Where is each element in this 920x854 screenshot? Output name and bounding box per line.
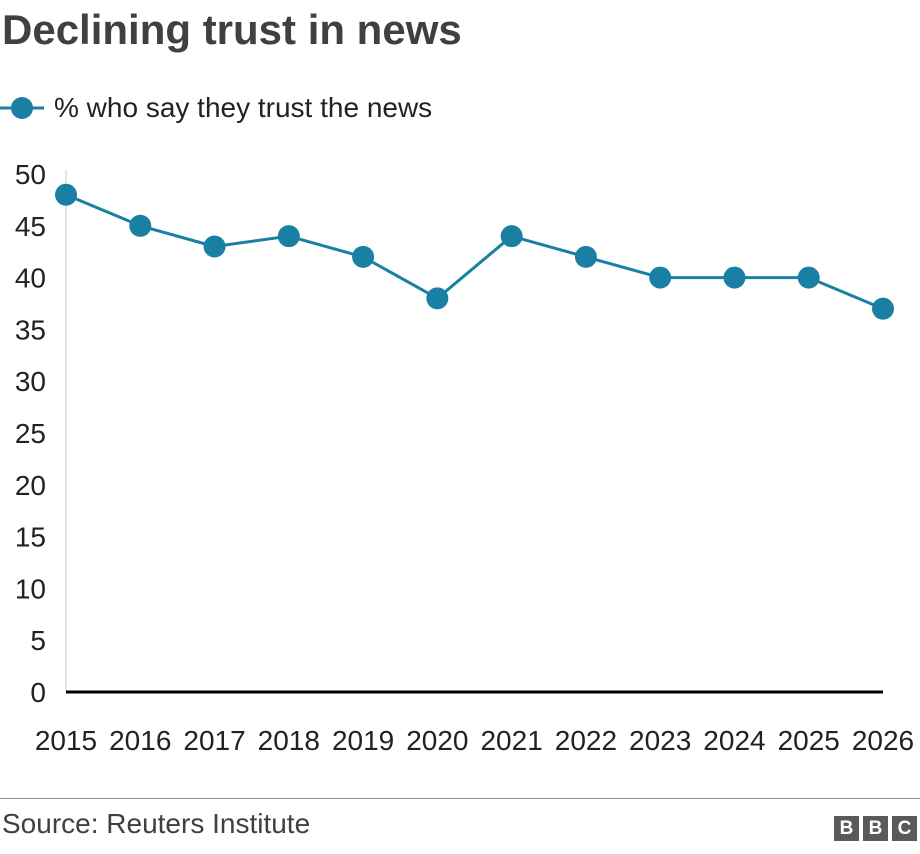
data-point-2015 — [55, 183, 77, 206]
y-tick-label: 20 — [15, 470, 46, 501]
data-point-2025 — [797, 266, 820, 289]
y-tick-label: 10 — [15, 573, 46, 604]
x-tick-label: 2026 — [852, 725, 914, 756]
data-point-2017 — [203, 235, 226, 258]
logo-letter-c: C — [892, 816, 917, 841]
legend-swatch-icon — [0, 97, 44, 119]
footer-divider — [0, 798, 920, 799]
data-point-2021 — [500, 225, 523, 248]
series-line — [65, 193, 884, 311]
y-tick-label: 15 — [15, 522, 46, 553]
y-tick-label: 5 — [30, 625, 46, 656]
data-point-2016 — [129, 214, 152, 237]
logo-letter-b1: B — [834, 816, 859, 841]
data-point-2020 — [426, 287, 449, 310]
y-tick-label: 50 — [15, 159, 46, 190]
x-tick-label: 2018 — [258, 725, 320, 756]
y-tick-label: 0 — [30, 677, 46, 708]
data-point-2024 — [723, 266, 746, 289]
x-tick-label: 2025 — [778, 725, 840, 756]
legend-label: % who say they trust the news — [54, 92, 433, 123]
x-tick-label: 2021 — [480, 725, 542, 756]
y-tick-label: 40 — [15, 263, 46, 294]
data-point-2018 — [277, 225, 300, 248]
y-tick-label: 25 — [15, 418, 46, 449]
x-tick-label: 2024 — [703, 725, 765, 756]
y-tick-label: 35 — [15, 314, 46, 345]
x-tick-label: 2023 — [629, 725, 691, 756]
x-tick-label: 2020 — [406, 725, 468, 756]
x-tick-label: 2017 — [183, 725, 245, 756]
bbc-logo: B B C — [834, 816, 917, 841]
data-point-2023 — [649, 266, 672, 289]
data-point-2026 — [872, 297, 894, 320]
y-tick-label: 30 — [15, 366, 46, 397]
chart-title: Declining trust in news — [2, 6, 462, 53]
x-tick-label: 2022 — [555, 725, 617, 756]
data-point-2022 — [574, 245, 597, 268]
x-tick-label: 2016 — [109, 725, 171, 756]
x-tick-label: 2015 — [35, 725, 97, 756]
source-note: Source: Reuters Institute — [2, 808, 311, 839]
x-tick-label: 2019 — [332, 725, 394, 756]
data-point-2019 — [352, 245, 375, 268]
logo-letter-b2: B — [863, 816, 888, 841]
legend: % who say they trust the news — [0, 88, 432, 128]
y-tick-label: 45 — [15, 211, 46, 242]
